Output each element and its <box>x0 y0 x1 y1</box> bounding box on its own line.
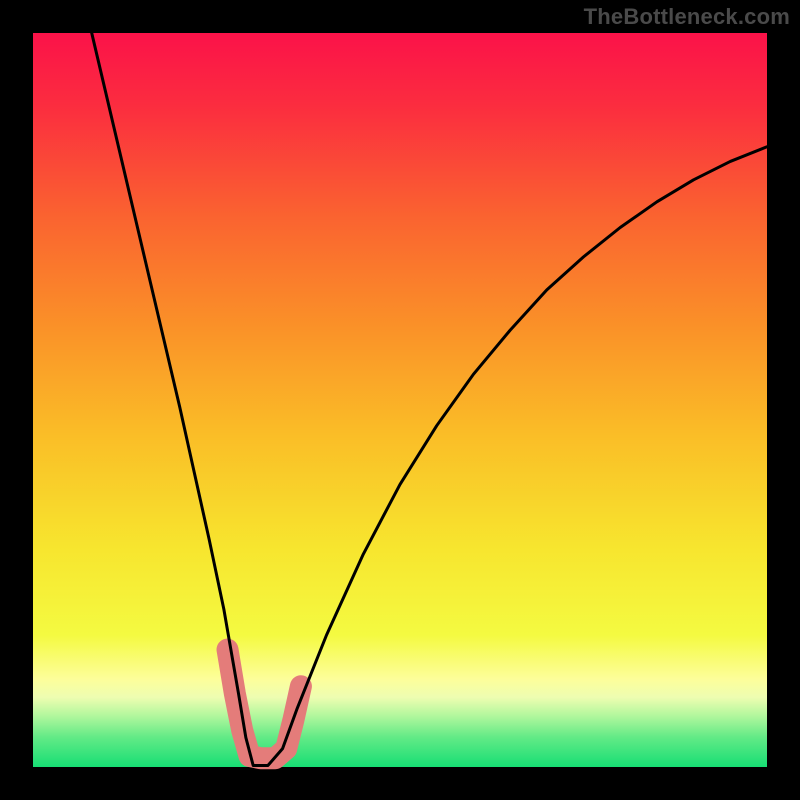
gradient-background <box>33 33 767 767</box>
plot-svg <box>0 0 800 800</box>
bottleneck-chart: { "meta": { "source_label": "TheBottlene… <box>0 0 800 800</box>
